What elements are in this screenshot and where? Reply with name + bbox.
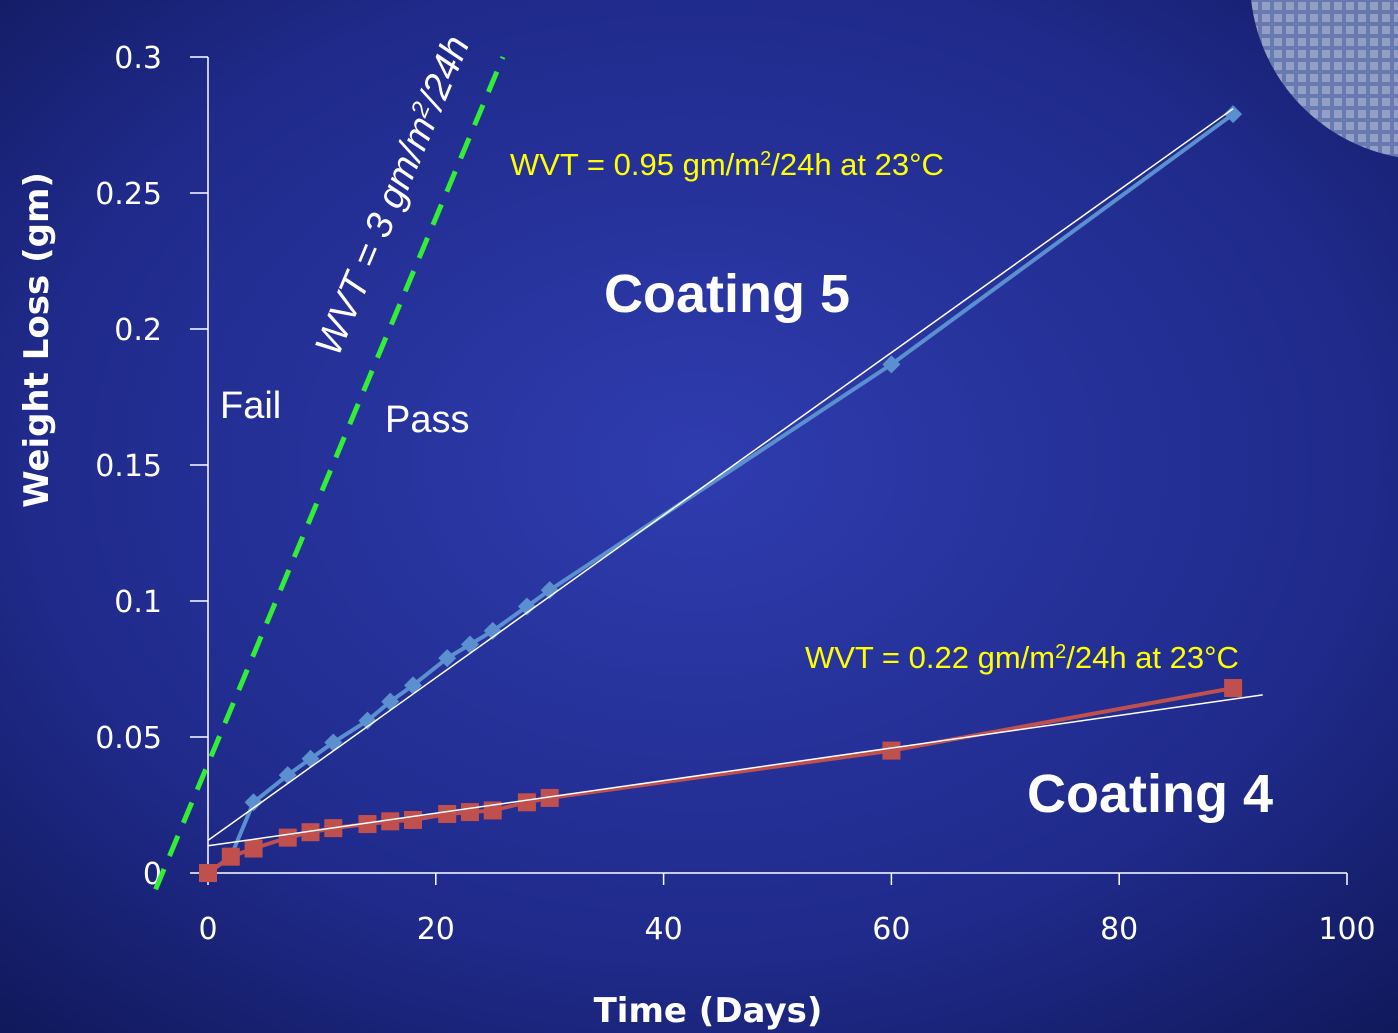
point: [279, 829, 297, 847]
x-tick-label: 0: [198, 912, 217, 947]
x-tick-label: 80: [1100, 912, 1138, 947]
annotation: Fail: [220, 385, 281, 427]
point: [222, 848, 240, 866]
y-tick-label: 0.2: [114, 313, 162, 348]
annotation: WVT = 0.95 gm/m2/24h at 23°C: [510, 147, 944, 182]
y-tick-label: 0.3: [114, 41, 162, 76]
y-tick-label: 0.05: [95, 721, 162, 756]
y-tick-label: 0.1: [114, 585, 162, 620]
y-axis-title: Weight Loss (gm): [17, 172, 57, 508]
series-label: Coating 4: [1027, 764, 1273, 824]
x-tick-label: 40: [645, 912, 683, 947]
point: [461, 803, 479, 821]
point: [882, 742, 900, 760]
point: [199, 864, 217, 882]
x-axis-title: Time (Days): [594, 991, 823, 1031]
x-tick-label: 20: [417, 912, 455, 947]
series-label: Coating 5: [604, 264, 850, 324]
annotation: WVT = 0.22 gm/m2/24h at 23°C: [805, 640, 1239, 675]
y-tick-label: 0.25: [95, 177, 162, 212]
annotation: Pass: [385, 399, 469, 441]
x-tick-label: 100: [1318, 912, 1375, 947]
point: [438, 805, 456, 823]
point: [1224, 679, 1242, 697]
x-tick-label: 60: [872, 912, 910, 947]
point: [518, 793, 536, 811]
y-tick-label: 0.15: [95, 449, 162, 484]
chart: 00.050.10.150.20.250.3020406080100 WVT =…: [0, 0, 1398, 1033]
point: [245, 840, 263, 858]
point: [404, 811, 422, 829]
